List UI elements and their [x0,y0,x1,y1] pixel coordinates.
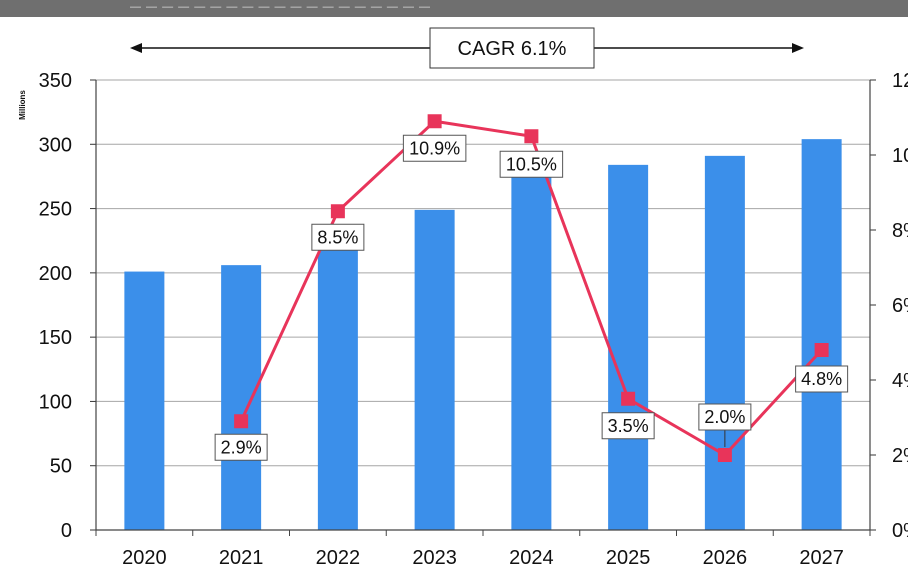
x-tick-label: 2026 [703,547,748,569]
bar-2025 [608,164,649,530]
x-tick-label: 2021 [219,547,264,569]
x-tick-label: 2023 [412,547,457,569]
growth-point-2024 [524,129,539,144]
bar-2022 [317,242,358,530]
y2-tick-label: 12% [892,70,908,92]
data-label: 2.0% [704,407,745,427]
growth-point-2022 [330,204,345,219]
y2-tick-label: 2% [892,445,908,467]
data-label: 3.5% [608,416,649,436]
growth-point-2023 [427,114,442,129]
y-tick-label: 350 [39,70,72,92]
bar-2024 [511,176,552,530]
cagr-label: CAGR 6.1% [458,38,567,60]
y-tick-label: 50 [50,456,72,478]
top-banner: — — — — — — — — — — — — — — — — — — — [0,0,908,17]
y2-tick-label: 4% [892,370,908,392]
bar-2021 [221,265,262,530]
y-tick-label: 250 [39,199,72,221]
banner-text: — — — — — — — — — — — — — — — — — — — [130,1,432,13]
y-tick-label: 300 [39,134,72,156]
data-label: 4.8% [801,369,842,389]
bar-2027 [801,139,842,530]
data-label: 8.5% [317,227,358,247]
data-label: 10.9% [409,138,460,158]
y-tick-label: 0 [61,520,72,542]
data-label-box [311,223,365,251]
data-label-box [601,412,655,440]
x-tick-label: 2025 [606,547,651,569]
cagr-arrowhead-right [792,43,804,53]
growth-point-2027 [814,343,829,357]
y-tick-label: 200 [39,263,72,285]
y2-tick-label: 0% [892,520,908,542]
bar-2020 [124,271,165,530]
data-label-box [499,150,564,178]
x-tick-label: 2020 [122,547,167,569]
data-label-box [698,403,752,431]
data-label: 10.5% [506,154,557,174]
y-tick-label: 150 [39,327,72,349]
growth-point-2026 [717,448,732,462]
data-label-box [214,433,268,461]
y-axis-title: Millions [18,90,27,120]
x-tick-label: 2024 [509,547,554,569]
y2-tick-label: 6% [892,295,908,317]
y2-tick-label: 10% [892,145,908,167]
growth-point-2025 [621,391,636,406]
cagr-arrowhead-left [130,43,142,53]
bar-2023 [414,209,455,530]
cagr-box [429,27,595,69]
data-label-box [795,365,849,393]
data-label-box [402,134,467,162]
y-tick-label: 100 [39,391,72,413]
x-tick-label: 2027 [799,547,844,569]
data-label: 2.9% [221,437,262,457]
y2-tick-label: 8% [892,220,908,242]
bar-2026 [704,155,745,530]
x-tick-label: 2022 [316,547,361,569]
growth-point-2021 [234,414,249,429]
